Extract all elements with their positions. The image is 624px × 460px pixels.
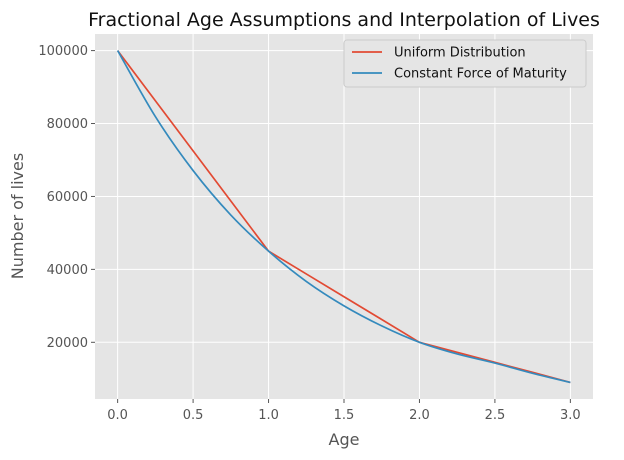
y-axis-ticks: 20000 40000 60000 80000 100000 xyxy=(38,44,95,351)
x-tick-label: 2.5 xyxy=(485,408,506,423)
x-tick-label: 2.0 xyxy=(409,408,430,423)
x-axis-ticks: 0.0 0.5 1.0 1.5 2.0 2.5 3.0 xyxy=(107,399,581,423)
chart-title: Fractional Age Assumptions and Interpola… xyxy=(88,9,600,31)
x-tick-label: 3.0 xyxy=(560,408,581,423)
series-lines xyxy=(116,50,571,384)
y-tick-label: 80000 xyxy=(47,117,88,132)
legend-label: Uniform Distribution xyxy=(394,46,526,61)
x-axis-title: Age xyxy=(329,430,360,449)
y-tick-label: 40000 xyxy=(47,263,88,278)
legend-label: Constant Force of Maturity xyxy=(394,67,567,82)
y-tick-label: 100000 xyxy=(38,44,88,59)
y-tick-label: 60000 xyxy=(47,190,88,205)
x-tick-label: 1.0 xyxy=(258,408,279,423)
x-tick-label: 1.5 xyxy=(334,408,355,423)
y-axis-title: Number of lives xyxy=(8,153,27,279)
grid-lines xyxy=(95,34,593,399)
legend-box xyxy=(343,39,587,88)
x-tick-label: 0.0 xyxy=(107,408,128,423)
x-tick-label: 0.5 xyxy=(183,408,204,423)
series-line-2 xyxy=(116,50,571,384)
legend: Uniform Distribution Constant Force of Ma… xyxy=(343,39,587,88)
y-tick-label: 20000 xyxy=(47,336,88,351)
